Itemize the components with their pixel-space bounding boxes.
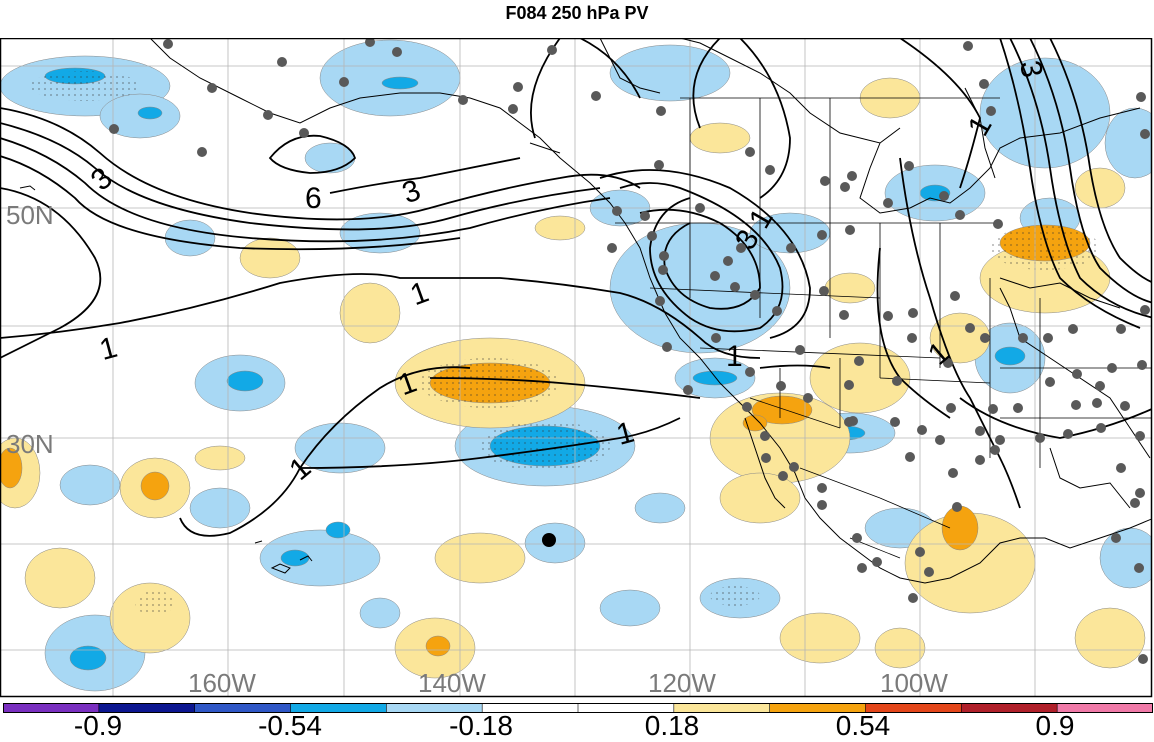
pv-contours (0, 38, 1151, 537)
lon-label-120w: 120W (648, 668, 716, 698)
contour-label: 1 (96, 331, 121, 367)
lon-label-140w: 140W (418, 668, 486, 698)
pv-map: 3 6 3 3 1 1 1 1 1 1 1 1 3 1 50N 30N 160W… (0, 38, 1153, 698)
lon-label-100w: 100W (880, 668, 948, 698)
contour-label: 3 (85, 161, 119, 197)
lat-label-50n: 50N (6, 200, 54, 230)
colorbar-label: 0.9 (1035, 710, 1075, 741)
map-title: F084 250 hPa PV (505, 3, 649, 23)
contour-label: 3 (1013, 58, 1048, 80)
colorbar-label: -0.18 (449, 710, 513, 741)
contour-label: 6 (305, 182, 322, 215)
colorbar-label: -0.54 (258, 710, 322, 741)
colorbar-cell (1056, 703, 1153, 713)
colorbar-label: 0.18 (644, 710, 700, 741)
colorbar-label: 0.54 (835, 710, 891, 741)
marker-dot (542, 533, 556, 547)
islands (19, 142, 561, 574)
map-frame (0, 38, 1153, 698)
contour-label: 1 (726, 340, 743, 373)
anomaly-fills (0, 39, 1151, 692)
axis-labels: 50N 30N 160W 140W 120W 100W (6, 200, 948, 698)
station-dots (109, 38, 1150, 664)
contour-label: 1 (406, 275, 433, 312)
state-borders (615, 97, 1151, 559)
colorbar (3, 703, 1153, 713)
colorbar-label: -0.9 (73, 710, 123, 741)
contour-label: 3 (398, 174, 425, 211)
lon-label-160w: 160W (188, 668, 256, 698)
lat-label-30n: 30N (6, 429, 54, 459)
